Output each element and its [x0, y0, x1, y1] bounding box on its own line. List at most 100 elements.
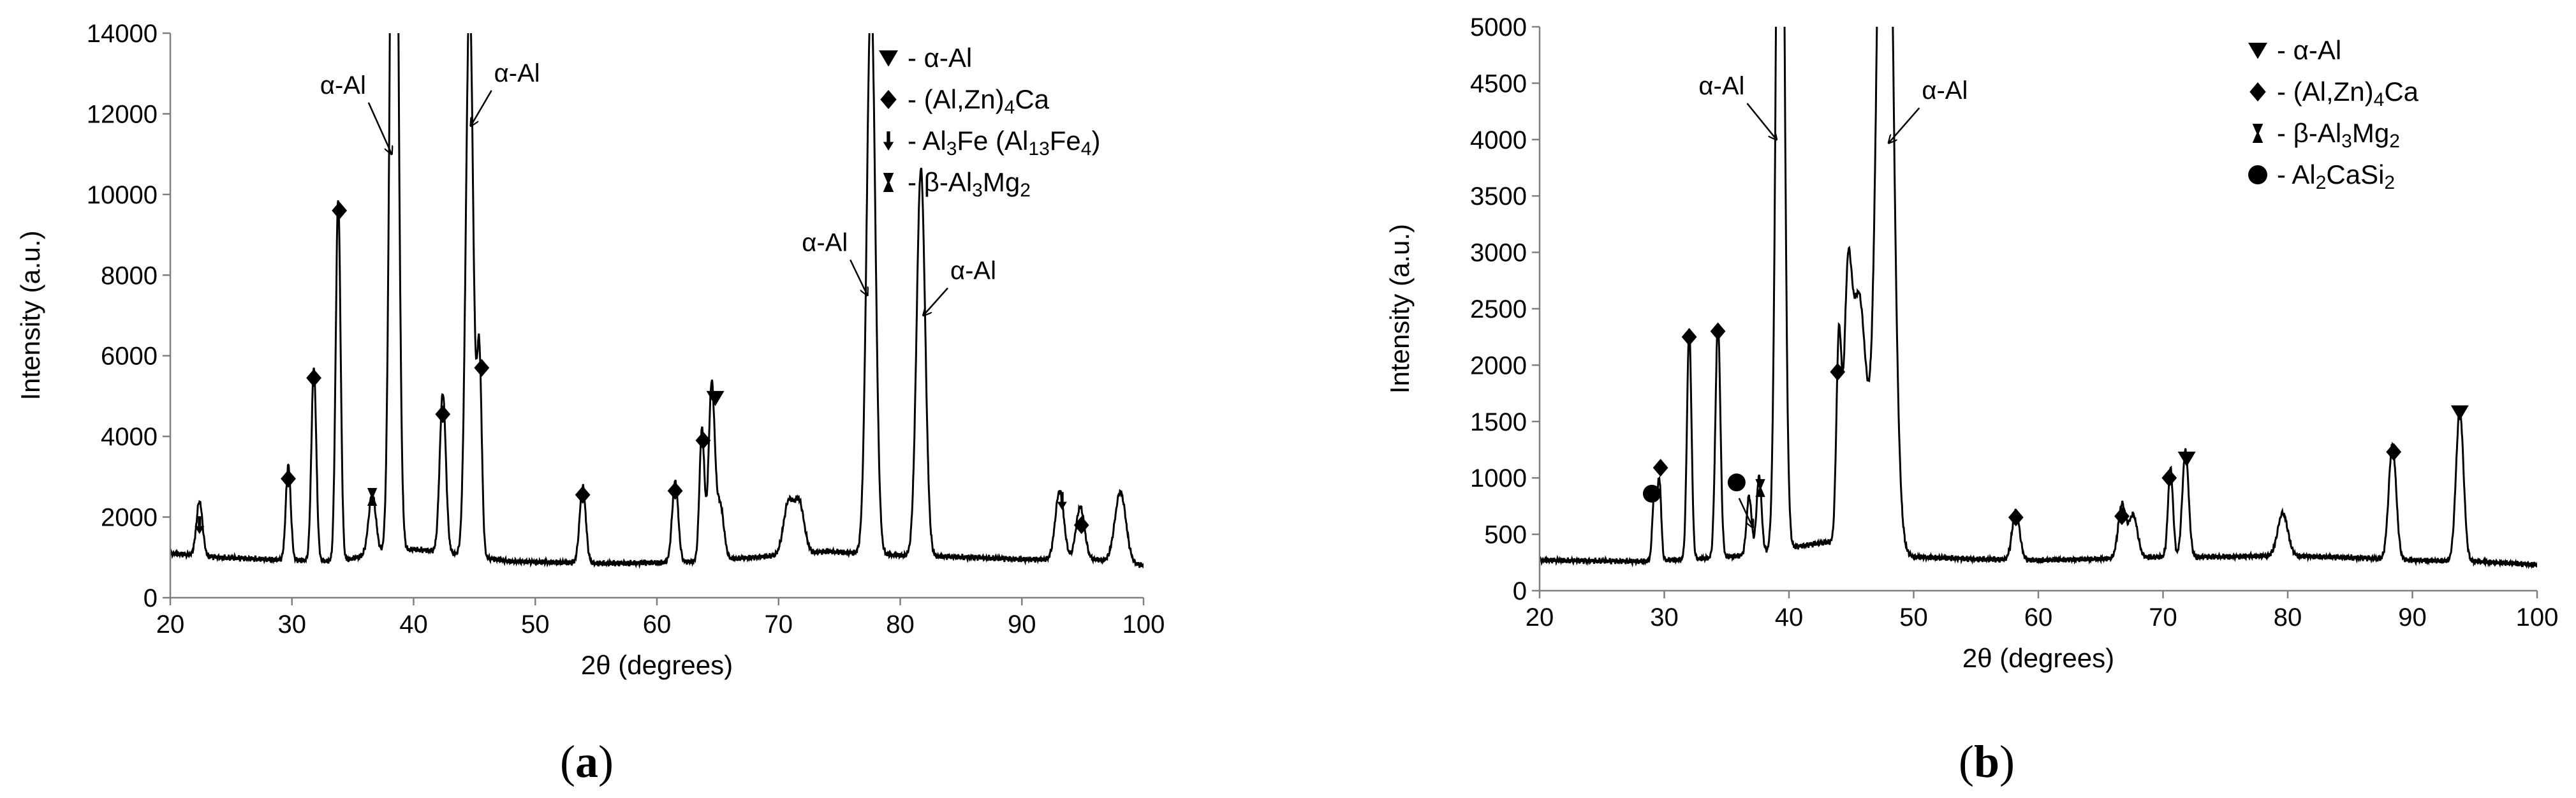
marker-arrow: [195, 516, 205, 535]
alpha-al-annotation: α-Al: [1922, 77, 1968, 105]
x-axis-title: 2θ (degrees): [1962, 643, 2114, 673]
y-tick-label: 6000: [101, 343, 158, 371]
marker-diamond: [281, 469, 296, 488]
x-tick-label: 70: [2149, 603, 2177, 632]
legend-text: - Al: [908, 126, 946, 156]
legend-hourglass-icon: [2252, 124, 2263, 143]
legend-arrow-icon: [883, 131, 894, 151]
legend-subscript: 4: [1081, 138, 1092, 159]
alpha-al-annotation: α-Al: [494, 59, 540, 87]
marker-diamond: [1710, 322, 1726, 341]
annotation-arrow: [1888, 107, 1920, 143]
legend-text: - α-Al: [2277, 35, 2341, 65]
marker-diamond: [306, 369, 321, 387]
legend-hourglass-icon: [883, 173, 894, 192]
marker-diamond: [575, 485, 591, 504]
caption-close-paren: ): [598, 736, 614, 787]
annotation-arrow: [471, 90, 492, 126]
x-tick-label: 60: [2024, 603, 2053, 632]
legend-subscript: 2: [2384, 172, 2395, 193]
y-tick-label: 1500: [1470, 408, 1527, 436]
legend-diamond-icon: [2249, 82, 2266, 101]
legend-subscript: 3: [946, 138, 957, 159]
y-tick-label: 2000: [101, 504, 158, 532]
marker-diamond: [2161, 469, 2177, 487]
x-tick-label: 80: [886, 610, 915, 639]
y-tick-label: 2000: [1470, 351, 1527, 380]
x-tick-label: 50: [1899, 603, 1928, 632]
y-tick-label: 2500: [1470, 295, 1527, 323]
y-tick-label: 8000: [101, 262, 158, 290]
x-axis-title: 2θ (degrees): [581, 650, 733, 680]
marker-circle: [1642, 484, 1661, 503]
x-tick-label: 30: [1650, 603, 1679, 632]
y-tick-label: 3000: [1470, 239, 1527, 267]
marker-diamond: [435, 405, 451, 424]
y-tick-label: 4500: [1470, 70, 1527, 98]
y-tick-label: 500: [1484, 521, 1527, 549]
legend-label: - (Al,Zn)4Ca: [908, 84, 1050, 118]
alpha-al-annotation: α-Al: [950, 257, 996, 285]
x-tick-label: 70: [765, 610, 793, 639]
legend: - α-Al- (Al,Zn)4Ca- β-Al3Mg2- Al2CaSi2: [2248, 35, 2419, 193]
legend-text: Mg: [2352, 118, 2389, 148]
caption-open-paren: (: [1959, 736, 1974, 787]
legend-subscript: 4: [1005, 97, 1015, 118]
legend: - α-Al- (Al,Zn)4Ca- Al3Fe (Al13Fe4)- β-A…: [879, 43, 1100, 201]
legend-label: - β-Al3Mg2: [2277, 118, 2400, 152]
marker-diamond: [1681, 328, 1697, 346]
marker-diamond: [1073, 516, 1089, 535]
legend-label: - Al2CaSi2: [2277, 159, 2395, 193]
legend-subscript: 2: [2316, 172, 2327, 193]
legend-triangle-icon: [879, 50, 898, 67]
x-tick-label: 20: [1526, 603, 1554, 632]
y-tick-label: 4000: [101, 423, 158, 451]
x-tick-label: 50: [521, 610, 550, 639]
marker-triangle: [706, 390, 725, 406]
marker-diamond: [2114, 507, 2130, 526]
caption-open-paren: (: [560, 736, 575, 787]
legend-text: - β-Al: [2277, 118, 2341, 148]
diffraction-line: [1540, 27, 2537, 570]
x-tick-label: 80: [2274, 603, 2302, 632]
alpha-al-annotation: α-Al: [320, 71, 366, 100]
caption-letter: a: [575, 736, 598, 787]
x-tick-label: 100: [1122, 610, 1165, 639]
legend-circle-icon: [2248, 165, 2267, 184]
annotation-arrow: [367, 102, 392, 154]
alpha-al-annotation: α-Al: [802, 228, 848, 256]
y-axis-title: Intensity (a.u.): [1385, 224, 1415, 394]
legend-subscript: 4: [2374, 89, 2385, 110]
marker-diamond: [1652, 459, 1668, 477]
caption-close-paren: ): [1999, 736, 2015, 787]
x-tick-label: 40: [399, 610, 428, 639]
x-tick-label: 100: [2516, 603, 2559, 632]
annotation-arrow: [1738, 498, 1753, 528]
annotation-arrow: [924, 287, 948, 316]
legend-text: Ca: [1015, 84, 1049, 114]
legend-subscript: 2: [1020, 180, 1031, 201]
y-tick-label: 12000: [87, 100, 158, 128]
marker-diamond: [2386, 443, 2402, 461]
legend-text: - (Al,Zn): [2277, 77, 2374, 107]
x-tick-label: 30: [278, 610, 307, 639]
y-tick-label: 0: [1513, 577, 1527, 605]
legend-label: - Al3Fe (Al13Fe4): [908, 126, 1100, 159]
marker-diamond: [667, 482, 683, 500]
marker-diamond: [695, 431, 711, 450]
legend-text: - β-Al: [908, 167, 972, 197]
legend-text: Fe: [1050, 126, 1081, 156]
marker-circle: [1727, 473, 1746, 492]
y-tick-label: 0: [144, 584, 158, 612]
y-axis-title: Intensity (a.u.): [15, 230, 45, 400]
xrd-chart-a: 20 30 40 50 60 70 80 90 100 0 2000 4000 6000 8000 1000…: [15, 20, 1165, 787]
legend-text: - (Al,Zn): [908, 84, 1005, 114]
marker-triangle: [2450, 405, 2469, 421]
legend-subscript: 2: [2389, 131, 2400, 152]
legend-text: CaSi: [2326, 159, 2384, 189]
legend-diamond-icon: [880, 90, 897, 109]
marker-arrow: [1057, 492, 1067, 510]
legend-text: - Al: [2277, 159, 2316, 189]
marker-triangle: [2177, 451, 2196, 467]
